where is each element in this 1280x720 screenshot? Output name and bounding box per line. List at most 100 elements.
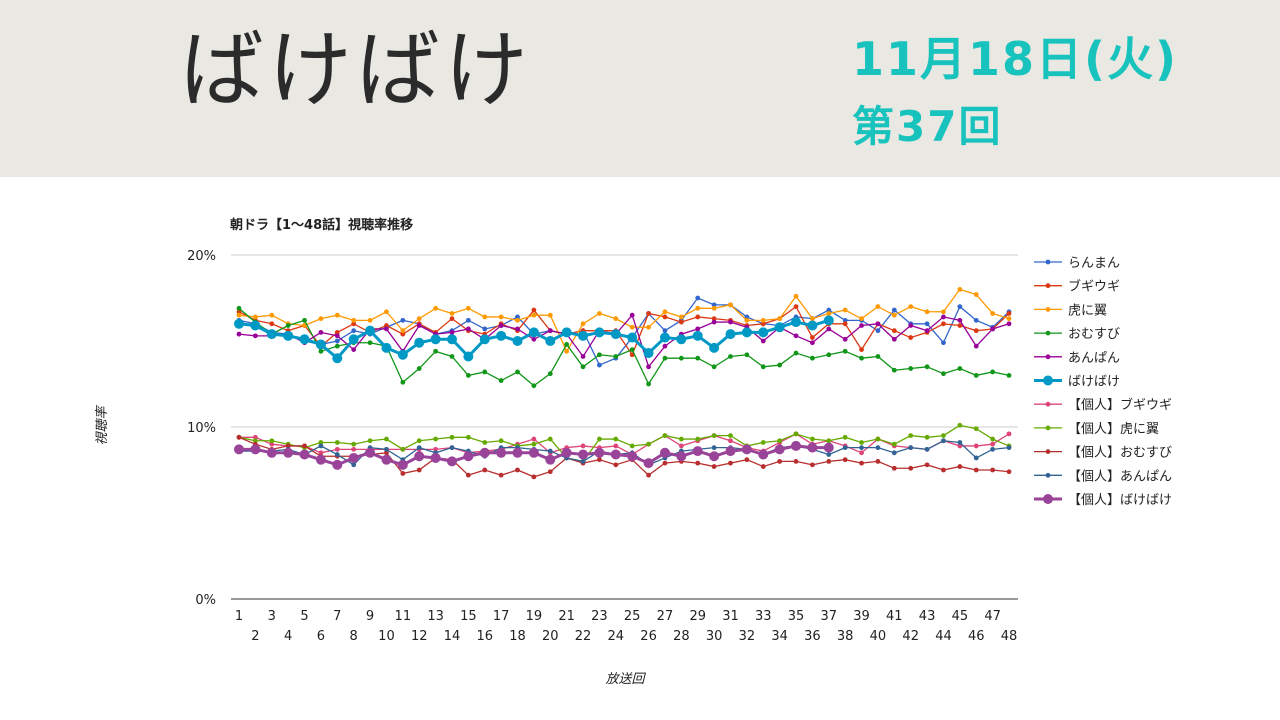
data-point	[973, 426, 979, 432]
data-point	[891, 336, 897, 342]
data-point	[578, 449, 589, 460]
data-point	[941, 314, 946, 320]
data-point	[744, 457, 750, 463]
data-point	[545, 336, 556, 346]
data-point	[741, 327, 752, 338]
data-point	[692, 330, 703, 341]
data-point	[725, 329, 736, 340]
data-point	[465, 472, 471, 478]
legend-label: 虎に翼	[1068, 303, 1107, 318]
x-tick-label: 2	[251, 629, 259, 644]
legend-label: ばけばけ	[1068, 375, 1120, 390]
data-point	[580, 364, 586, 370]
data-point	[760, 338, 766, 344]
legend-item: 虎に翼	[1034, 303, 1107, 318]
data-point	[678, 443, 684, 449]
data-point	[496, 447, 507, 458]
data-point	[384, 309, 389, 315]
data-point	[351, 317, 357, 323]
x-tick-label: 23	[591, 609, 608, 624]
data-point	[728, 433, 733, 438]
data-point	[446, 334, 457, 345]
legend-marker	[1043, 375, 1053, 386]
data-point	[826, 307, 832, 313]
data-point	[597, 457, 602, 463]
data-point	[941, 309, 946, 315]
data-point	[728, 438, 733, 444]
legend-marker	[1045, 283, 1051, 289]
x-tick-label: 13	[427, 609, 444, 624]
data-point	[941, 438, 946, 444]
broadcast-date: 11月18日(火)	[852, 32, 1179, 86]
data-point	[842, 336, 848, 342]
data-point	[252, 438, 258, 444]
x-tick-label: 10	[378, 629, 395, 644]
data-point	[695, 326, 701, 332]
data-point	[531, 307, 537, 313]
data-point	[416, 366, 422, 371]
data-point	[564, 342, 570, 347]
data-point	[908, 433, 914, 438]
data-point	[810, 462, 815, 468]
data-point	[430, 452, 441, 463]
data-point	[826, 459, 832, 464]
data-point	[236, 309, 242, 315]
data-point	[482, 369, 488, 375]
data-point	[1006, 316, 1012, 322]
data-point	[416, 316, 422, 322]
data-point	[662, 309, 668, 315]
data-point	[1006, 431, 1012, 437]
data-point	[662, 433, 668, 438]
data-point	[695, 436, 701, 442]
data-point	[285, 323, 291, 328]
episode-number: 第37回	[852, 102, 1003, 151]
data-point	[479, 447, 490, 458]
data-point	[580, 354, 586, 359]
data-point	[365, 325, 376, 336]
data-point	[859, 445, 864, 451]
legend-marker	[1045, 449, 1051, 454]
data-point	[465, 305, 471, 311]
x-tick-label: 6	[317, 629, 325, 644]
data-point	[891, 307, 897, 313]
data-point	[842, 434, 848, 440]
data-point	[793, 304, 799, 309]
data-point	[597, 311, 602, 316]
data-point	[711, 302, 717, 308]
y-tick-label: 20%	[187, 249, 216, 264]
data-point	[594, 447, 605, 458]
data-point	[908, 366, 914, 371]
data-point	[367, 340, 373, 346]
data-point	[318, 348, 324, 354]
data-point	[531, 312, 537, 318]
data-point	[515, 369, 520, 375]
series-3	[236, 287, 1012, 354]
data-point	[498, 314, 504, 320]
data-point	[318, 443, 324, 449]
data-point	[875, 445, 881, 451]
data-point	[381, 342, 392, 353]
data-point	[236, 305, 242, 311]
data-point	[826, 311, 832, 316]
data-point	[446, 456, 457, 467]
legend-item: 【個人】ブギウギ	[1034, 397, 1172, 413]
data-point	[299, 334, 310, 345]
data-point	[1006, 445, 1012, 451]
data-point	[875, 436, 881, 442]
data-point	[875, 321, 881, 327]
x-tick-label: 38	[837, 629, 854, 644]
data-point	[580, 443, 586, 449]
legend-label: 【個人】虎に翼	[1068, 422, 1159, 437]
x-axis-label: 放送回	[605, 672, 646, 687]
data-point	[823, 315, 834, 326]
x-tick-label: 25	[624, 609, 641, 624]
data-point	[678, 436, 684, 442]
data-point	[695, 314, 701, 320]
data-point	[941, 340, 946, 346]
data-point	[332, 459, 343, 470]
data-point	[924, 328, 930, 334]
data-point	[957, 323, 963, 328]
data-point	[449, 311, 455, 316]
x-tick-label: 32	[739, 629, 756, 644]
data-point	[891, 312, 897, 318]
